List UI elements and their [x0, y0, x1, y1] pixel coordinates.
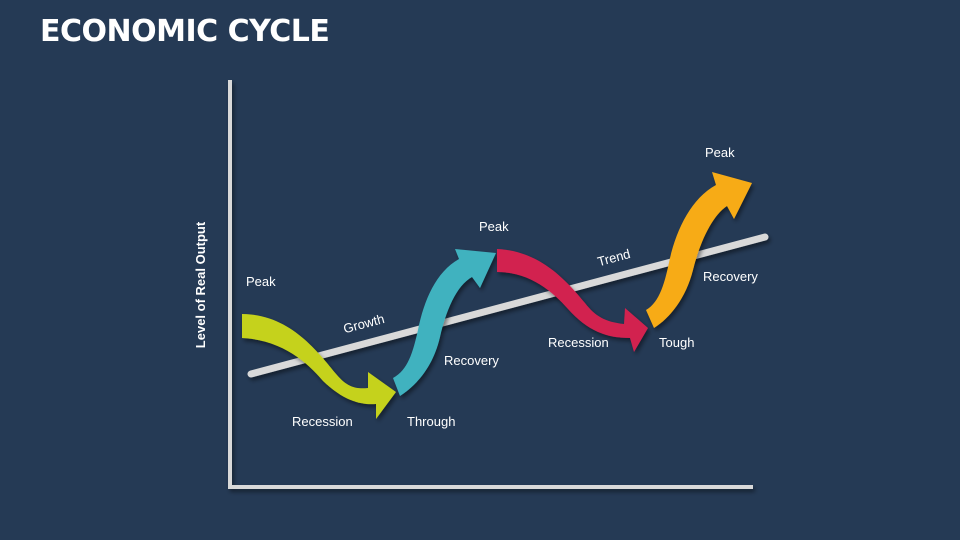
trend-label: Trend [596, 246, 632, 269]
recession-arrow-1 [242, 314, 396, 419]
growth-label: Growth [342, 311, 386, 336]
recession-arrow-2 [497, 249, 648, 352]
tough-label: Tough [659, 335, 694, 350]
recession-label-2: Recession [548, 335, 609, 350]
peak-label-3: Peak [705, 145, 735, 160]
peak-label-2: Peak [479, 219, 509, 234]
recession-label-1: Recession [292, 414, 353, 429]
peak-label-1: Peak [246, 274, 276, 289]
recovery-label-2: Recovery [703, 269, 758, 284]
page-title: ECONOMIC CYCLE [40, 14, 330, 49]
recovery-arrow-2 [646, 172, 752, 328]
recovery-label-1: Recovery [444, 353, 499, 368]
chart-axis [228, 80, 753, 489]
through-label: Through [407, 414, 455, 429]
recovery-arrow-1 [393, 249, 496, 396]
y-axis-label: Level of Real Output [193, 221, 208, 348]
